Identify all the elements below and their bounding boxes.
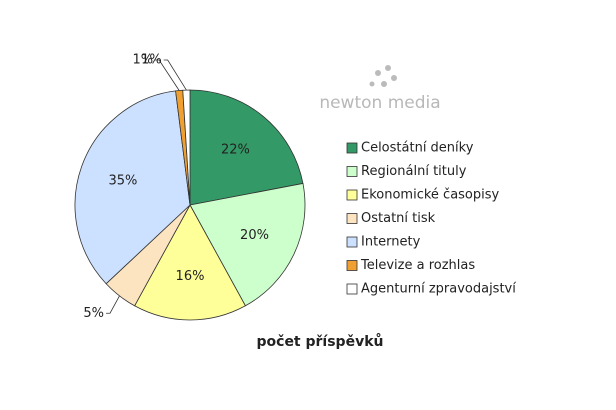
data-label: 22%: [221, 143, 250, 158]
data-label: 5%: [83, 306, 104, 321]
data-label: 16%: [176, 269, 205, 284]
pie-slice: [189, 89, 304, 206]
legend-swatch: [346, 283, 358, 295]
legend-swatch: [346, 236, 358, 248]
legend-swatch: [346, 260, 358, 271]
legend-label: Celostátní deníky: [361, 141, 474, 156]
leader-line: [155, 59, 180, 91]
legend-label: Ekonomické časopisy: [361, 188, 500, 203]
pie-slice: [189, 182, 306, 307]
legend-label: Ostatní tisk: [361, 211, 436, 226]
data-label: 1%: [132, 53, 153, 68]
data-label: 35%: [108, 173, 137, 188]
data-label: 1%: [141, 53, 162, 68]
leader-line: [163, 59, 187, 91]
pie-slice: [74, 90, 191, 285]
legend-swatch: [346, 166, 358, 177]
legend-swatch: [346, 189, 358, 201]
watermark: newton media: [319, 93, 440, 113]
chart-title: počet příspěvků: [257, 333, 384, 350]
data-label: 20%: [240, 228, 269, 243]
legend-label: Televize a rozhlas: [360, 258, 475, 273]
pie-slice: [134, 204, 246, 321]
legend-swatch: [346, 142, 358, 154]
legend-label: Internety: [361, 235, 421, 250]
leader-line: [106, 295, 120, 314]
watermark-logo: [369, 65, 397, 87]
legend-swatch: [346, 213, 358, 224]
legend-label: Agenturní zpravodajství: [361, 282, 516, 297]
legend-label: Regionální tituly: [361, 164, 467, 179]
